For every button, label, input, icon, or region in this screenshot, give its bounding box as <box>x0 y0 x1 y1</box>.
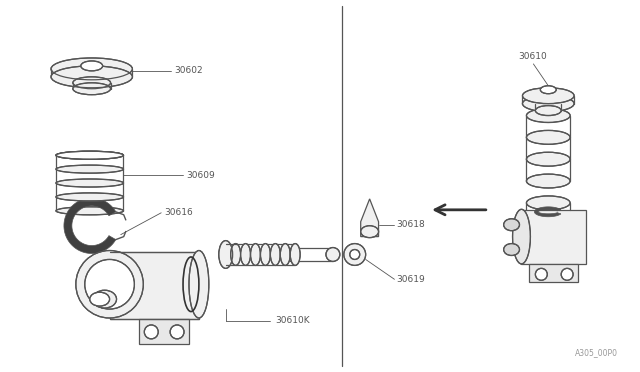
Polygon shape <box>534 207 561 217</box>
Ellipse shape <box>326 247 340 262</box>
Ellipse shape <box>73 83 111 95</box>
Ellipse shape <box>241 244 250 265</box>
Ellipse shape <box>219 241 233 268</box>
Ellipse shape <box>361 226 378 238</box>
Ellipse shape <box>145 325 158 339</box>
Ellipse shape <box>56 193 124 201</box>
Ellipse shape <box>56 179 124 187</box>
Text: 30616: 30616 <box>164 208 193 217</box>
Ellipse shape <box>270 244 280 265</box>
Ellipse shape <box>250 244 260 265</box>
Ellipse shape <box>536 106 561 116</box>
Polygon shape <box>529 264 578 282</box>
Ellipse shape <box>56 207 124 215</box>
Ellipse shape <box>56 151 124 159</box>
Ellipse shape <box>527 152 570 166</box>
Polygon shape <box>522 210 586 264</box>
Text: 30602: 30602 <box>174 66 203 76</box>
Ellipse shape <box>189 250 209 318</box>
Ellipse shape <box>51 66 132 88</box>
Ellipse shape <box>81 61 102 71</box>
Ellipse shape <box>76 250 143 318</box>
Text: 30610K: 30610K <box>275 317 310 326</box>
Ellipse shape <box>93 290 116 308</box>
Polygon shape <box>109 253 199 319</box>
Ellipse shape <box>56 151 124 159</box>
Polygon shape <box>361 199 378 237</box>
Ellipse shape <box>527 131 570 144</box>
Ellipse shape <box>230 244 241 265</box>
Ellipse shape <box>527 109 570 122</box>
Text: 30610: 30610 <box>518 52 547 61</box>
Ellipse shape <box>527 174 570 188</box>
Ellipse shape <box>280 244 290 265</box>
Text: 30618: 30618 <box>396 220 425 229</box>
Text: 30609: 30609 <box>186 171 215 180</box>
Ellipse shape <box>504 244 520 256</box>
Ellipse shape <box>522 96 574 112</box>
Ellipse shape <box>540 86 556 94</box>
Polygon shape <box>140 319 189 344</box>
Ellipse shape <box>51 58 132 80</box>
Text: A305_00P0: A305_00P0 <box>575 348 618 357</box>
Ellipse shape <box>56 165 124 173</box>
Ellipse shape <box>84 259 134 309</box>
Ellipse shape <box>260 244 270 265</box>
Ellipse shape <box>90 292 109 306</box>
Ellipse shape <box>527 196 570 210</box>
Ellipse shape <box>290 244 300 265</box>
Text: 30619: 30619 <box>396 275 425 284</box>
Ellipse shape <box>513 209 531 264</box>
Ellipse shape <box>73 77 111 89</box>
Ellipse shape <box>536 268 547 280</box>
Ellipse shape <box>522 88 574 104</box>
Ellipse shape <box>344 244 365 265</box>
Ellipse shape <box>561 268 573 280</box>
Ellipse shape <box>504 219 520 231</box>
Ellipse shape <box>350 250 360 259</box>
Ellipse shape <box>170 325 184 339</box>
Polygon shape <box>64 198 116 253</box>
